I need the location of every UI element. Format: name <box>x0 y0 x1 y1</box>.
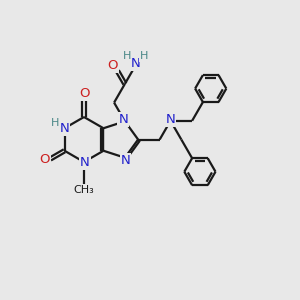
Text: N: N <box>131 57 141 70</box>
Text: O: O <box>108 59 118 72</box>
Text: N: N <box>121 154 130 166</box>
Text: H: H <box>51 118 59 128</box>
Text: CH₃: CH₃ <box>74 185 94 195</box>
Text: N: N <box>166 113 176 126</box>
Text: H: H <box>140 51 148 61</box>
Text: N: N <box>118 113 128 126</box>
Text: O: O <box>79 87 89 101</box>
Text: O: O <box>40 152 50 166</box>
Text: N: N <box>60 122 69 135</box>
Text: H: H <box>123 51 131 61</box>
Text: N: N <box>80 155 89 169</box>
